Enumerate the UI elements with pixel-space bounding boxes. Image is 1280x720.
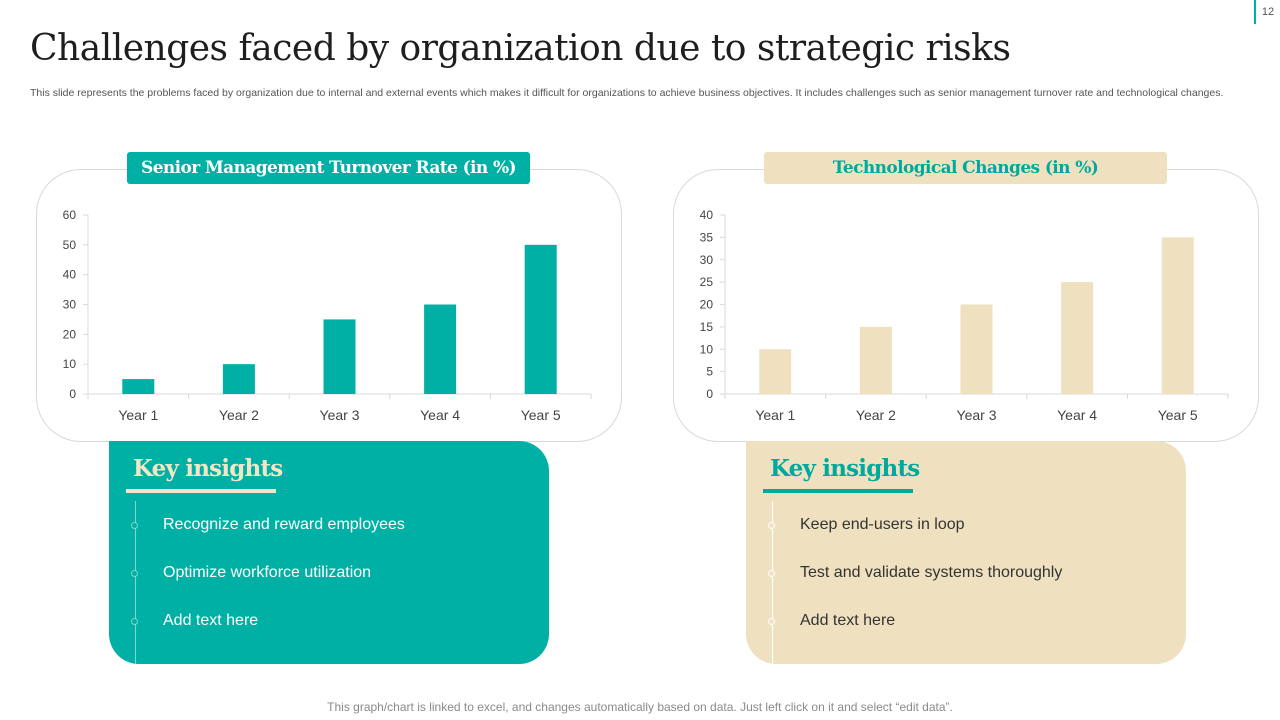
y-tick-label: 30: [63, 298, 77, 312]
y-tick-label: 20: [700, 298, 714, 312]
x-tick-label: Year 5: [521, 407, 561, 423]
x-tick-label: Year 3: [957, 407, 997, 423]
y-tick-label: 10: [700, 342, 714, 356]
turnover-chart-title: Senior Management Turnover Rate (in %): [127, 152, 530, 184]
bullet-dot-icon: [131, 522, 138, 529]
bar-2: [222, 364, 255, 394]
turnover-chart[interactable]: 0 10 20 30 40 50 60 Year 1 Year 2 Year 3 Year 4 Yea…: [37, 170, 621, 441]
slide-title: Challenges faced by organization due to …: [30, 28, 1011, 69]
y-tick-label: 40: [700, 208, 714, 222]
bar-3: [960, 304, 993, 394]
x-tick-label: Year 4: [1057, 407, 1097, 423]
bar-2: [859, 326, 892, 394]
x-tick-label: Year 2: [219, 407, 259, 423]
bar-5: [524, 244, 557, 394]
bar-1: [759, 349, 792, 394]
key-insights-left: Key insights Recognize and reward employ…: [109, 441, 549, 664]
bar-4: [424, 304, 457, 394]
insight-item: Add text here: [800, 612, 896, 629]
turnover-chart-card: 0 10 20 30 40 50 60 Year 1 Year 2 Year 3 Year 4 Yea…: [36, 169, 622, 442]
insight-item: Optimize workforce utilization: [163, 564, 372, 581]
insight-item: Add text here: [163, 612, 259, 629]
x-tick-label: Year 3: [320, 407, 360, 423]
slide-subtitle: This slide represents the problems faced…: [30, 87, 1224, 99]
bar-5: [1161, 237, 1194, 394]
timeline-line: [135, 501, 136, 664]
bar-4: [1061, 282, 1094, 394]
y-tick-label: 60: [63, 208, 77, 222]
y-tick-label: 30: [700, 253, 714, 267]
tech-changes-chart-title: Technological Changes (in %): [764, 152, 1167, 184]
timeline-line: [772, 501, 773, 664]
x-tick-label: Year 5: [1158, 407, 1198, 423]
tech-changes-chart-card: 0 5 10 15 20 25 30 35 40 Year 1 Year 2 Year 3 Year 4…: [673, 169, 1259, 442]
bullet-dot-icon: [768, 522, 775, 529]
y-tick-label: 35: [700, 230, 714, 244]
insight-item: Recognize and reward employees: [163, 516, 405, 533]
x-tick-label: Year 1: [755, 407, 795, 423]
x-tick-label: Year 4: [420, 407, 460, 423]
key-insights-heading: Key insights: [770, 455, 920, 482]
y-tick-label: 5: [706, 365, 713, 379]
x-tick-label: Year 2: [856, 407, 896, 423]
y-tick-label: 0: [69, 387, 76, 401]
heading-underline: [763, 489, 913, 493]
bar-1: [122, 379, 155, 394]
y-tick-label: 25: [700, 275, 714, 289]
key-insights-right: Key insights Keep end-users in loop Test…: [746, 441, 1186, 664]
bar-3: [323, 319, 356, 394]
y-tick-label: 10: [63, 357, 77, 371]
y-tick-label: 0: [706, 387, 713, 401]
insight-item: Keep end-users in loop: [800, 516, 965, 533]
tech-changes-chart[interactable]: 0 5 10 15 20 25 30 35 40 Year 1 Year 2 Year 3 Year 4…: [674, 170, 1258, 441]
y-tick-label: 40: [63, 268, 77, 282]
bullet-dot-icon: [131, 570, 138, 577]
y-tick-label: 20: [63, 327, 77, 341]
y-tick-label: 50: [63, 238, 77, 252]
bullet-dot-icon: [768, 570, 775, 577]
key-insights-heading: Key insights: [133, 455, 283, 482]
page-number: 12: [1254, 0, 1280, 24]
bullet-dot-icon: [131, 618, 138, 625]
y-tick-label: 15: [700, 320, 714, 334]
x-tick-label: Year 1: [118, 407, 158, 423]
heading-underline: [126, 489, 276, 493]
insight-item: Test and validate systems thoroughly: [800, 564, 1063, 581]
footer-note: This graph/chart is linked to excel, and…: [327, 700, 953, 714]
bullet-dot-icon: [768, 618, 775, 625]
